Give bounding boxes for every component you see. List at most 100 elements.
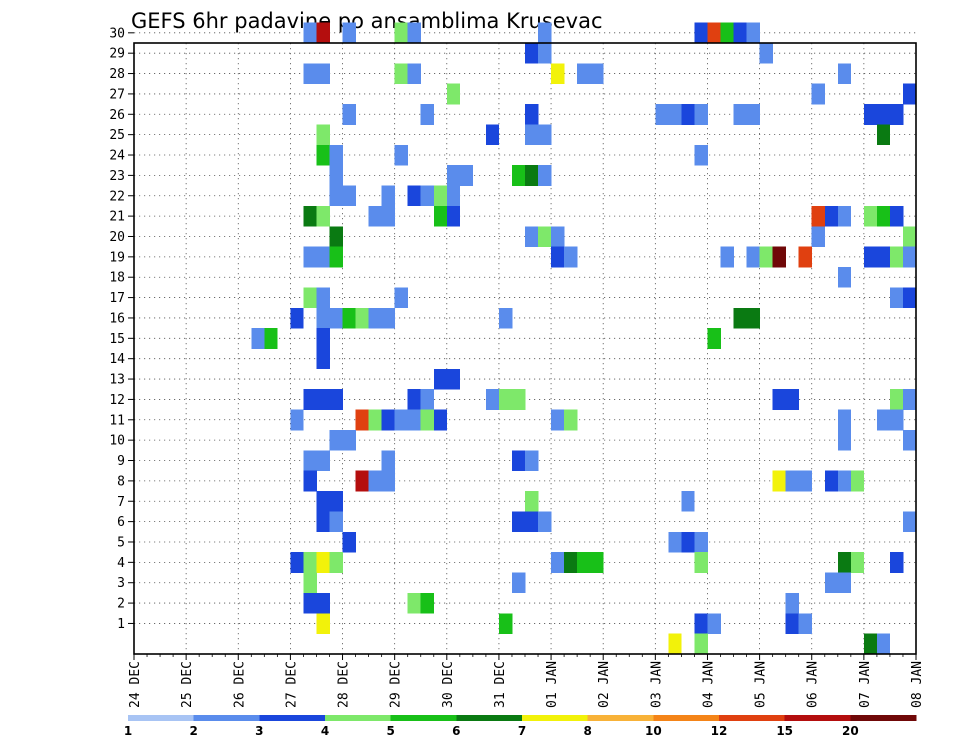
precip-cell [837, 409, 852, 431]
precip-cell [381, 409, 395, 431]
colorbar-label: 1 [124, 724, 132, 738]
colorbar-swatch [128, 715, 194, 721]
x-tick-label: 08 JAN [910, 661, 925, 708]
precip-cell [824, 205, 839, 227]
precip-cell [876, 124, 891, 146]
precip-cell [889, 246, 904, 268]
y-tick-label: 26 [109, 108, 125, 123]
precip-cell [876, 205, 891, 227]
colorbar-label: 12 [711, 724, 728, 738]
y-tick-label: 2 [117, 597, 125, 612]
precip-cell [303, 287, 317, 309]
precip-cell [850, 552, 865, 573]
precip-cell [798, 246, 813, 268]
precip-cell [381, 450, 395, 471]
precip-cell [420, 409, 435, 431]
chart-title: GEFS 6hr padavine po ansamblima Krusevac [131, 9, 603, 33]
precip-cell [746, 307, 760, 329]
precip-cell [694, 633, 708, 655]
precip-cell [694, 531, 708, 553]
precip-cell [303, 389, 317, 410]
precip-cell [511, 389, 526, 410]
precip-cell [824, 572, 839, 594]
precip-cell [837, 63, 852, 85]
precip-cell [316, 613, 330, 634]
colorbar-label: 4 [321, 724, 329, 738]
precip-cell [525, 226, 539, 247]
precip-cell [525, 491, 539, 512]
precip-cell [681, 491, 695, 512]
precip-cell [837, 429, 852, 451]
colorbar-swatch [325, 715, 391, 721]
precip-cell [407, 409, 422, 431]
colorbar-label: 7 [518, 724, 526, 738]
precip-cell [433, 205, 448, 227]
precip-cell [355, 470, 369, 492]
precip-cell [876, 409, 891, 431]
precip-cell [538, 124, 552, 146]
colorbar-swatch [259, 715, 326, 721]
precip-cell [394, 409, 408, 431]
precip-cell [316, 205, 330, 227]
precip-cell [733, 104, 747, 125]
precip-cell [303, 63, 317, 85]
x-tick-label: 04 JAN [701, 661, 716, 708]
precip-cell [433, 368, 448, 390]
precip-cell [342, 22, 356, 44]
precip-cell [785, 389, 799, 410]
precip-cell [525, 450, 539, 471]
precip-cell [902, 246, 917, 268]
colorbar-swatch [390, 715, 457, 721]
y-tick-label: 22 [109, 189, 125, 204]
y-tick-label: 8 [117, 474, 125, 489]
precip-cell [551, 552, 565, 573]
colorbar-legend: 1 2 3 4 5 6 7 8 10 12 15 20 [124, 715, 917, 738]
precip-cell [368, 307, 382, 329]
precip-cell [407, 185, 422, 207]
y-tick-label: 29 [109, 47, 125, 62]
precip-cell [551, 246, 565, 268]
precip-cell [837, 572, 852, 594]
precip-cell [433, 409, 448, 431]
precip-cell [811, 226, 826, 247]
y-tick-label: 28 [109, 67, 125, 82]
precip-cell [720, 246, 734, 268]
y-tick-label: 30 [109, 26, 125, 41]
precip-cell [798, 470, 813, 492]
precip-cell [329, 511, 343, 533]
precip-cell [720, 22, 734, 44]
precip-cell [525, 511, 539, 533]
precip-cell [498, 307, 513, 329]
precip-cell [446, 83, 461, 105]
precip-cell [694, 613, 708, 634]
colorbar-label: 20 [842, 724, 859, 738]
precip-cell [551, 63, 565, 85]
precip-cell [538, 165, 552, 186]
precip-cell [316, 144, 330, 166]
y-tick-label: 10 [109, 434, 125, 449]
precip-cell [394, 287, 408, 309]
precip-cell [837, 552, 852, 573]
precip-cell [564, 552, 578, 573]
precip-cell [785, 470, 799, 492]
y-tick-label: 14 [109, 352, 125, 367]
precip-cell [303, 450, 317, 471]
precip-cell [316, 124, 330, 146]
precip-cell [316, 348, 330, 370]
colorbar-label: 10 [645, 724, 662, 738]
precip-cell [251, 328, 265, 349]
y-tick-label: 15 [109, 332, 125, 347]
colorbar-label: 8 [583, 724, 591, 738]
y-tick-label: 11 [109, 413, 125, 428]
precip-cell [551, 226, 565, 247]
x-tick-label: 06 JAN [806, 661, 821, 708]
precip-cell [590, 63, 604, 85]
data-cells [251, 22, 917, 655]
precip-cell [668, 104, 682, 125]
precip-cell [538, 511, 552, 533]
x-tick-label: 31 DEC [493, 661, 508, 708]
y-tick-label: 21 [109, 210, 125, 225]
precip-cell [485, 124, 500, 146]
precip-cell [446, 368, 461, 390]
precip-cell [707, 613, 721, 634]
